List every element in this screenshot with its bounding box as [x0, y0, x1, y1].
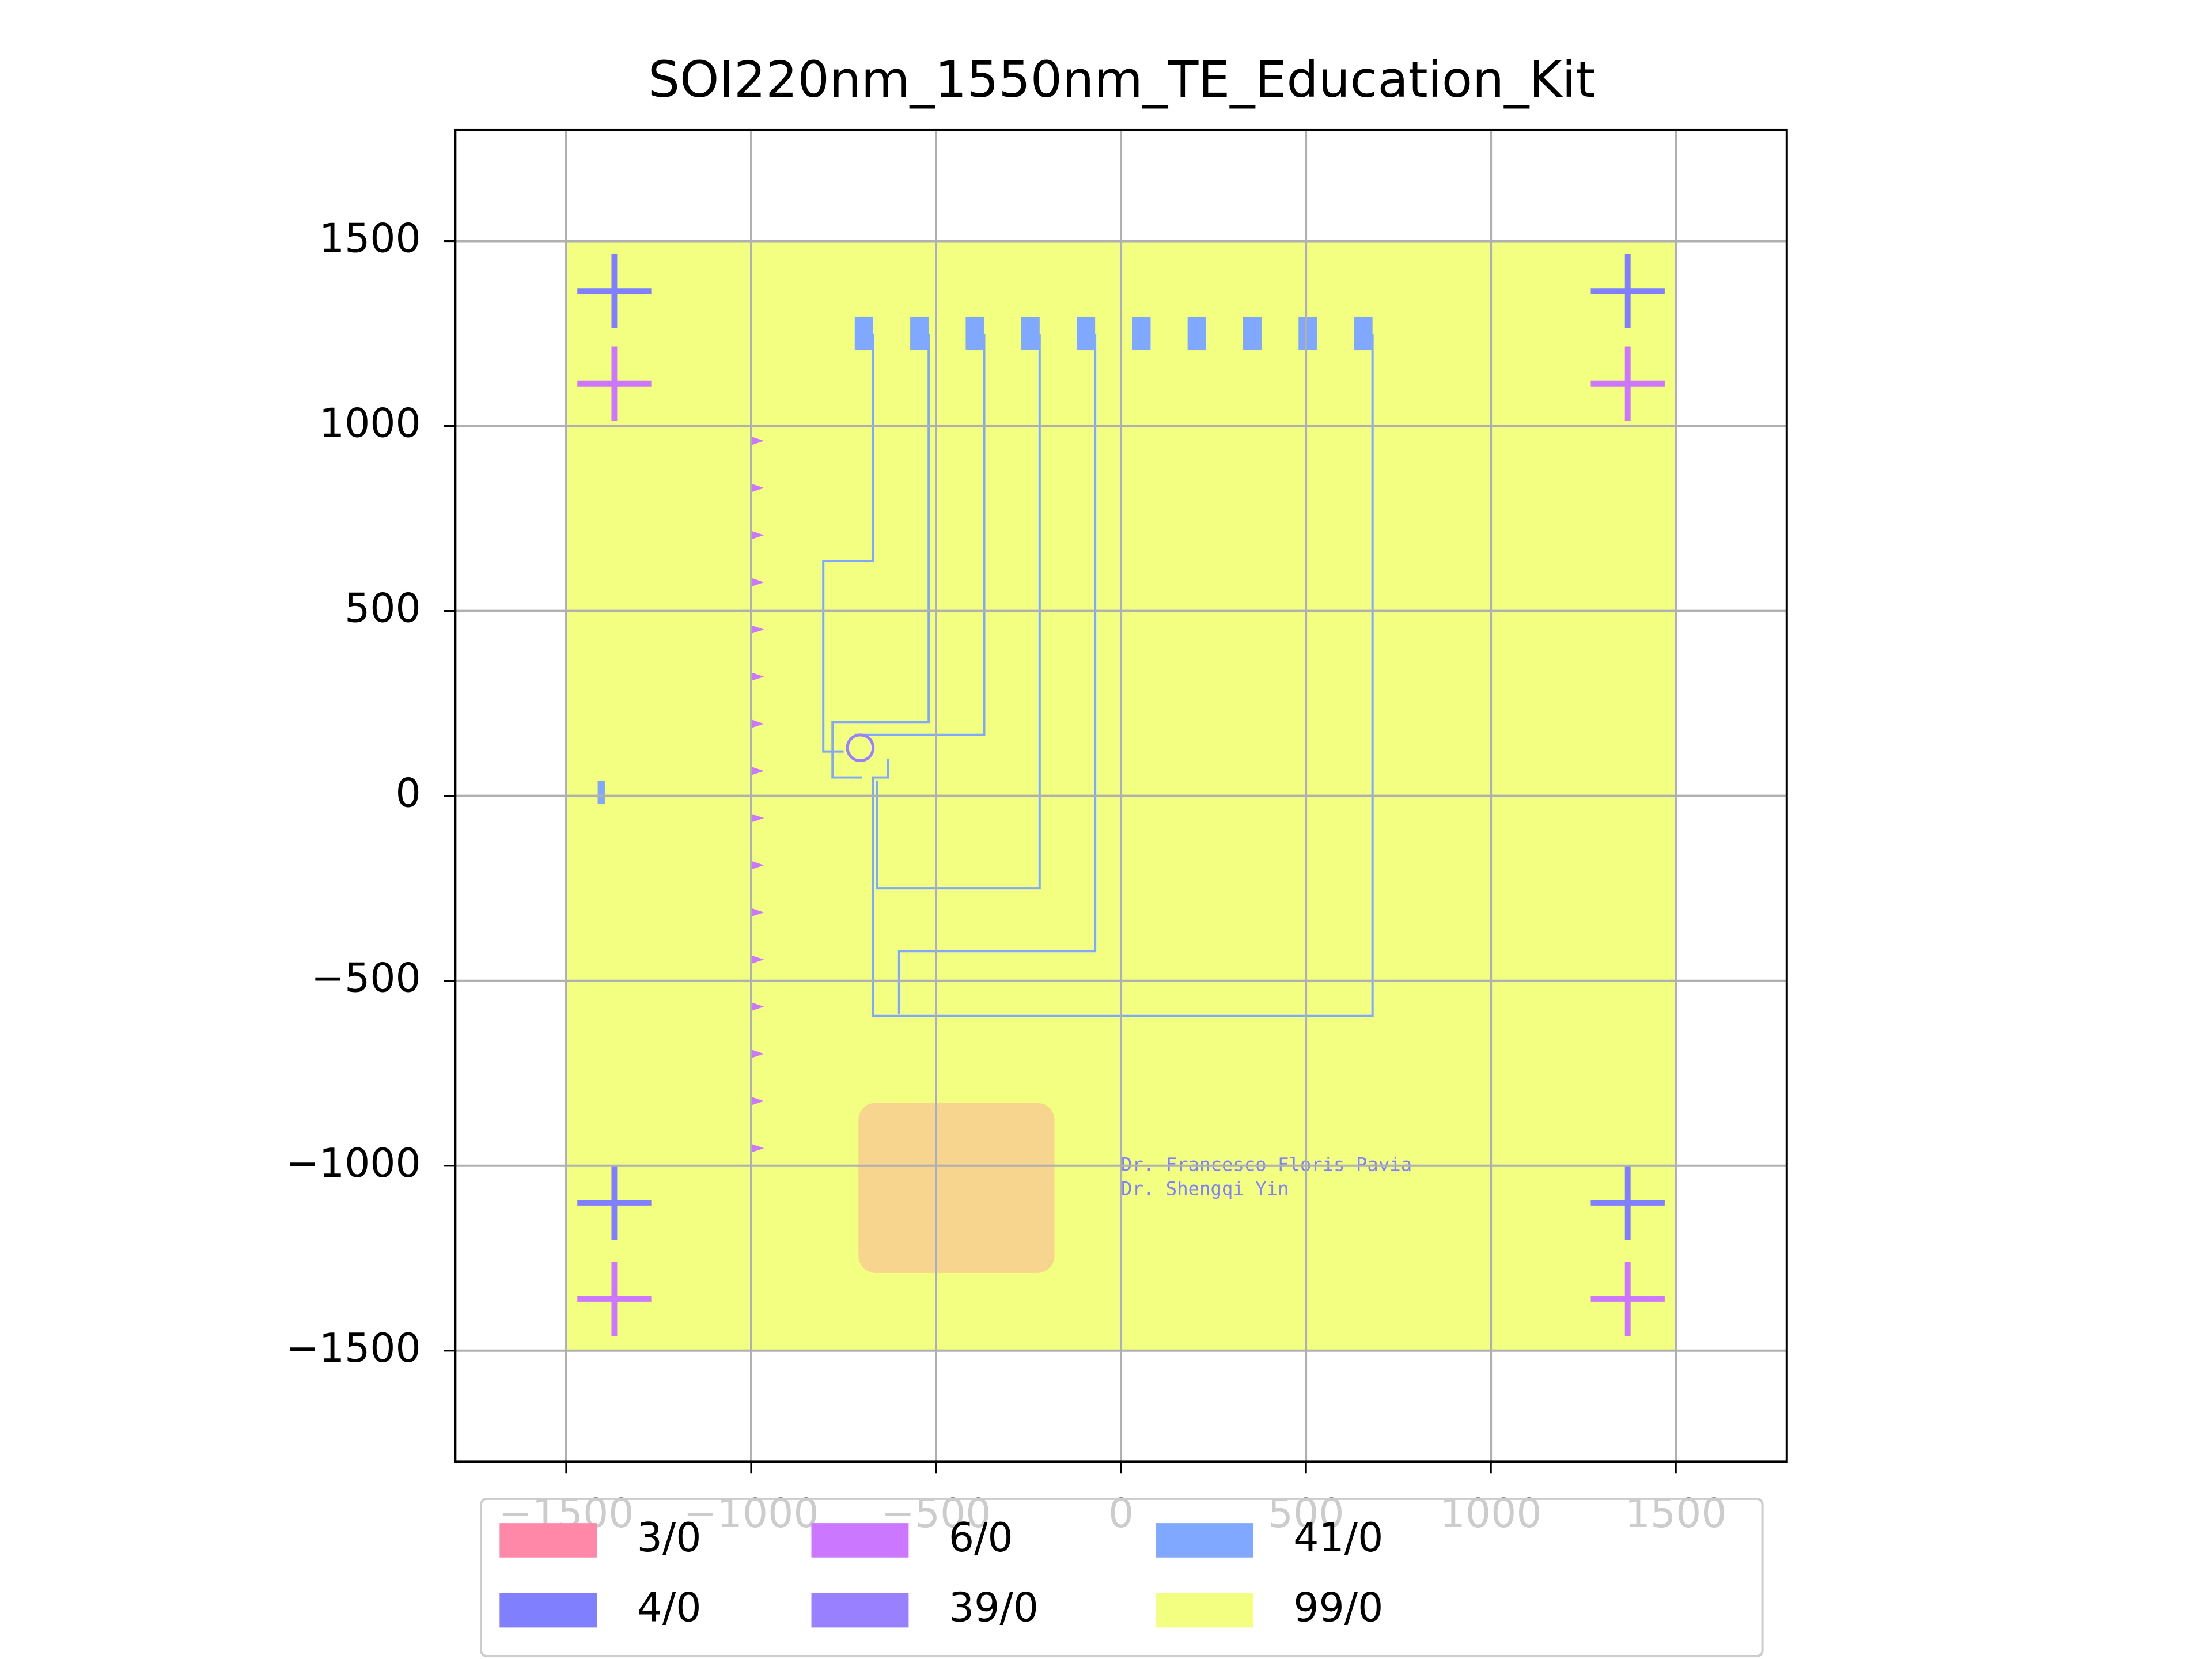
- bond-pad: [910, 317, 929, 350]
- grating-coupler: [751, 813, 764, 823]
- label-block: [597, 781, 605, 804]
- metal-trace: [897, 334, 1097, 1014]
- grating-coupler: [751, 1096, 764, 1105]
- legend-swatch: [499, 1523, 597, 1558]
- metal-trace: [872, 334, 1374, 1017]
- metal-trace: [831, 334, 930, 779]
- legend-label: 6/0: [949, 1514, 1013, 1561]
- legend-swatch: [1156, 1523, 1253, 1558]
- grating-coupler: [751, 955, 764, 964]
- grating-coupler: [751, 436, 764, 445]
- y-tick-label: 500: [344, 585, 421, 632]
- y-tick-label: −1500: [286, 1325, 421, 1372]
- metal-trace: [822, 334, 874, 753]
- bond-pad: [1021, 317, 1040, 350]
- bond-pad: [1077, 317, 1096, 350]
- y-tick-label: 1500: [319, 215, 421, 262]
- bond-pad: [1243, 317, 1262, 350]
- legend-swatch: [499, 1593, 597, 1628]
- grating-coupler: [751, 1002, 764, 1012]
- bond-pad: [854, 317, 873, 350]
- grating-coupler: [751, 861, 764, 870]
- legend-label: 99/0: [1293, 1585, 1383, 1631]
- legend-label: 41/0: [1293, 1514, 1383, 1561]
- author-annotation: Dr. Shengqi Yin: [1121, 1177, 1289, 1199]
- chart-title: SOI220nm_1550nm_TE_Education_Kit: [648, 51, 1596, 109]
- grating-coupler: [751, 766, 764, 775]
- spiral: [858, 1103, 1055, 1273]
- grating-coupler: [751, 531, 764, 540]
- legend-label: 4/0: [637, 1585, 702, 1631]
- plot-frame: [454, 128, 1788, 1463]
- y-tick-label: −500: [311, 955, 421, 1002]
- bond-pad: [965, 317, 984, 350]
- metal-trace: [854, 334, 986, 736]
- legend-swatch: [811, 1593, 909, 1628]
- grating-coupler: [751, 625, 764, 634]
- bond-pad: [1354, 317, 1373, 350]
- legend-swatch: [1156, 1593, 1253, 1628]
- grating-coupler: [751, 719, 764, 728]
- bond-pad: [1298, 317, 1317, 350]
- grating-coupler: [751, 1050, 764, 1058]
- grating-coupler: [751, 483, 764, 493]
- legend-label: 39/0: [949, 1585, 1039, 1631]
- legend-box: [480, 1497, 1764, 1658]
- grating-coupler: [751, 1143, 764, 1153]
- bond-pad: [1132, 317, 1151, 350]
- grating-coupler: [751, 908, 764, 917]
- y-tick-label: −1000: [286, 1140, 421, 1187]
- grating-coupler: [751, 578, 764, 587]
- legend-label: 3/0: [637, 1514, 702, 1561]
- y-tick-label: 0: [396, 770, 421, 817]
- author-annotation: Dr. Francesco Floris Pavia: [1121, 1154, 1412, 1176]
- ring-resonator: [846, 733, 875, 763]
- bond-pad: [1187, 317, 1206, 350]
- grating-coupler: [751, 672, 764, 681]
- legend-swatch: [811, 1523, 909, 1558]
- y-tick-label: 1000: [319, 400, 421, 447]
